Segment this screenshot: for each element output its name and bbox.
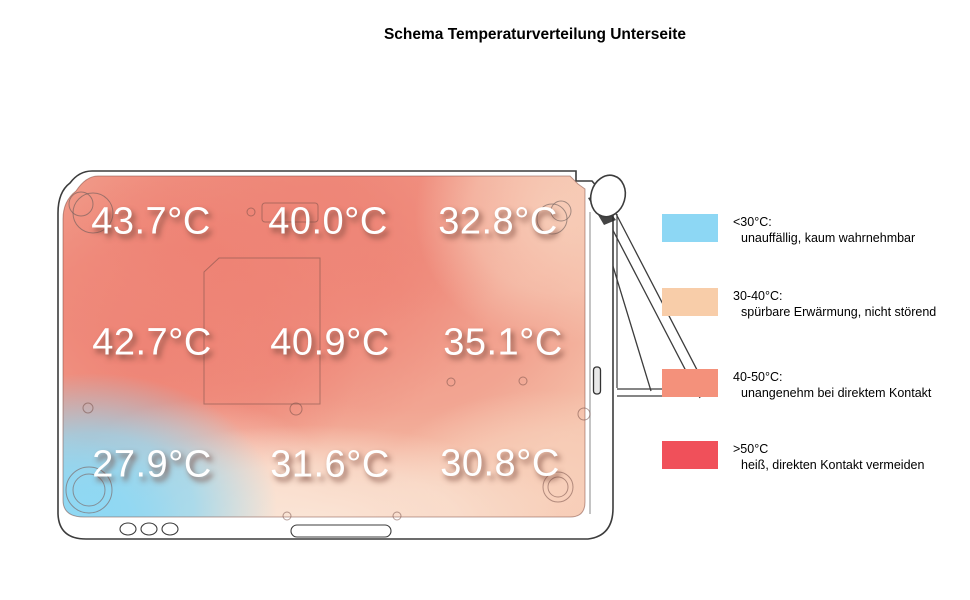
legend-range: <30°C: xyxy=(733,215,772,229)
surface-details xyxy=(65,191,591,521)
speaker-icon-bottom-right xyxy=(542,471,574,503)
temp-reading-middle-center: 40.9°C xyxy=(270,321,390,364)
speaker-icon-bottom-left xyxy=(65,466,113,514)
legend-range: >50°C xyxy=(733,442,769,456)
heatmap-border xyxy=(62,175,586,518)
camera-lens-icon xyxy=(68,191,94,217)
legend-item-warm: 30-40°C: spürbare Erwärmung, nicht störe… xyxy=(662,288,936,320)
legend-swatch-hot xyxy=(662,369,718,397)
bottom-edge-details xyxy=(119,522,392,538)
legend-description: unangenehm bei direktem Kontakt xyxy=(741,385,932,400)
temp-reading-middle-left: 42.7°C xyxy=(92,321,212,364)
hinge-cylinder xyxy=(589,174,627,218)
camera-lens-icon-right xyxy=(550,200,572,222)
legend-item-hot: 40-50°C: unangenehm bei direktem Kontakt xyxy=(662,369,931,401)
temp-reading-bottom-center: 31.6°C xyxy=(270,443,390,486)
heatmap-surface xyxy=(63,176,585,517)
legend-description: spürbare Erwärmung, nicht störend xyxy=(741,304,937,319)
legend-swatch-very-hot xyxy=(662,441,718,469)
legend-item-very-hot: >50°C heiß, direkten Kontakt vermeiden xyxy=(662,441,924,473)
temp-reading-bottom-left: 27.9°C xyxy=(92,443,212,486)
temp-reading-top-center: 40.0°C xyxy=(268,200,388,243)
legend-swatch-warm xyxy=(662,288,718,316)
temp-reading-top-right: 32.8°C xyxy=(438,200,558,243)
legend-description: heiß, direkten Kontakt vermeiden xyxy=(741,457,925,472)
temp-reading-middle-right: 35.1°C xyxy=(443,321,563,364)
page-title: Schema Temperaturverteilung Unterseite xyxy=(383,26,687,43)
access-panel-outline xyxy=(203,257,321,405)
legend-range: 30-40°C: xyxy=(733,289,783,303)
legend-description: unauffällig, kaum wahrnehmbar xyxy=(741,230,916,245)
usb-port-icon xyxy=(592,366,602,395)
temp-reading-top-left: 43.7°C xyxy=(91,200,211,243)
connector-slot xyxy=(290,524,392,538)
legend-swatch-cold xyxy=(662,214,718,242)
legend-item-cold: <30°C: unauffällig, kaum wahrnehmbar xyxy=(662,214,915,246)
legend-range: 40-50°C: xyxy=(733,370,783,384)
temp-reading-bottom-right: 30.8°C xyxy=(440,442,560,485)
